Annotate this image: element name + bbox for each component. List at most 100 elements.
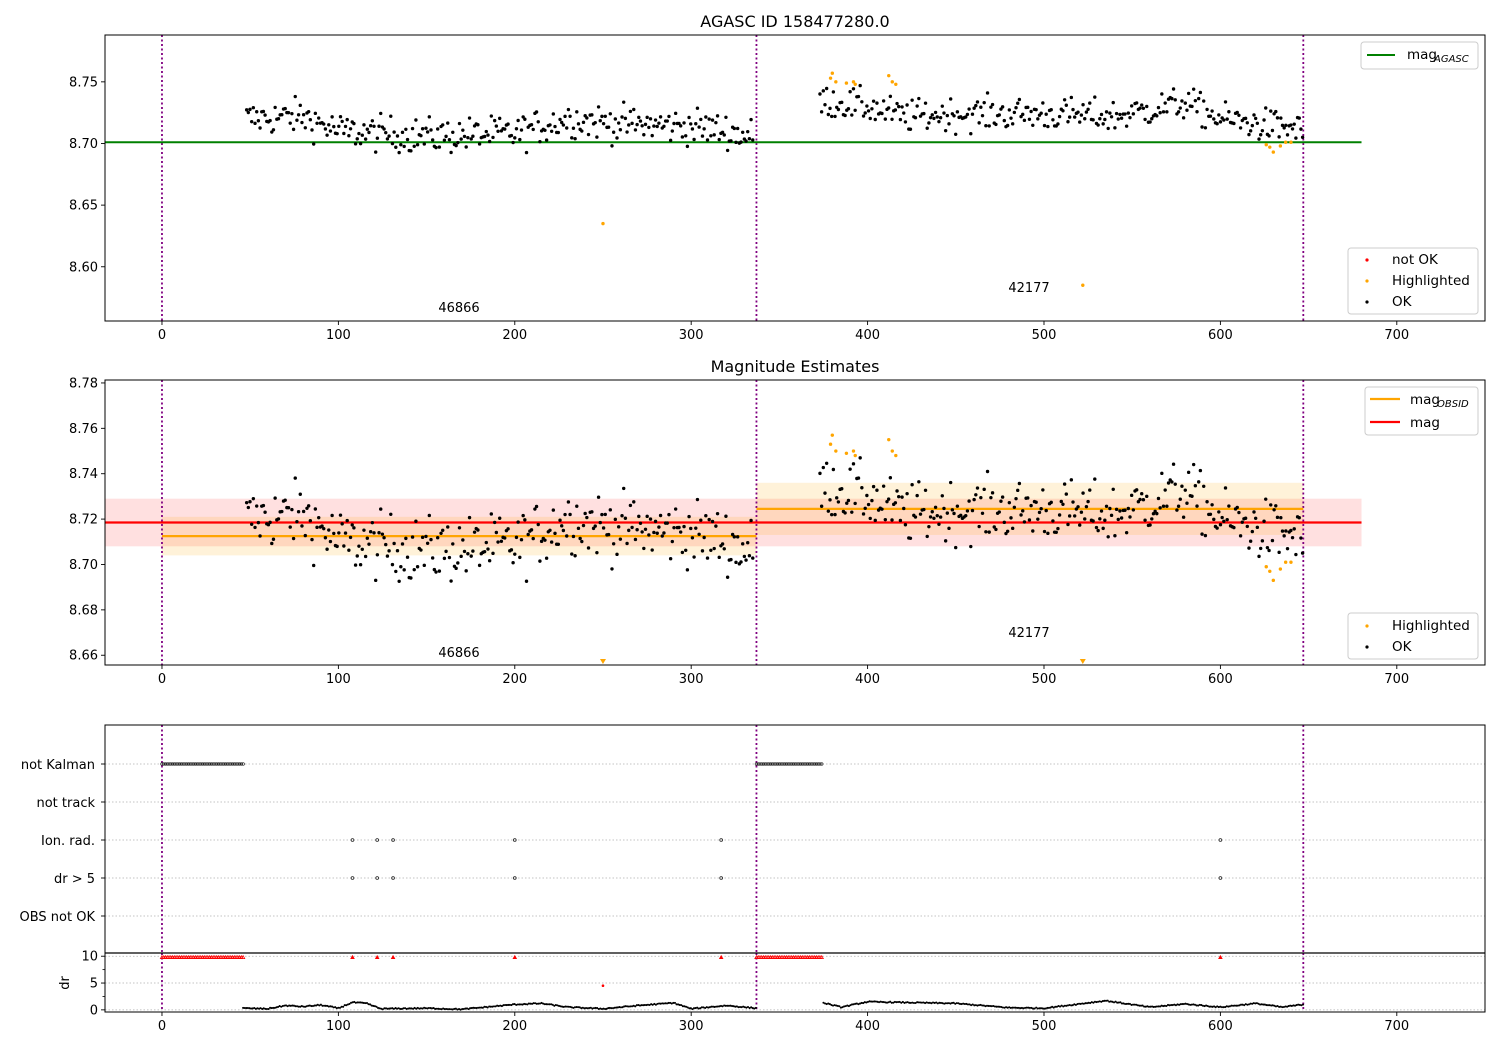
ok-point bbox=[580, 129, 584, 133]
ok-point bbox=[523, 117, 527, 121]
ok-point bbox=[1274, 504, 1278, 508]
ok-point bbox=[1039, 507, 1043, 511]
dr-point bbox=[369, 1003, 372, 1006]
ok-point bbox=[447, 555, 452, 560]
dr-point bbox=[919, 1001, 922, 1004]
ok-point bbox=[513, 136, 517, 140]
ok-point bbox=[601, 121, 606, 126]
dr-point bbox=[881, 1001, 884, 1004]
ok-point bbox=[1078, 523, 1082, 527]
ok-point bbox=[1062, 482, 1067, 486]
ok-point bbox=[1022, 118, 1027, 123]
ok-point bbox=[856, 476, 861, 480]
dr-point bbox=[1203, 1005, 1206, 1008]
ok-point bbox=[549, 129, 554, 134]
dr-point bbox=[1284, 1005, 1287, 1008]
ok-point bbox=[903, 120, 908, 124]
dr-point bbox=[1176, 1003, 1179, 1006]
ok-point bbox=[563, 512, 567, 517]
flag-point bbox=[174, 762, 178, 766]
dr-point bbox=[399, 1007, 402, 1011]
ok-point bbox=[910, 483, 914, 487]
dr-point bbox=[866, 1000, 869, 1003]
flag-point bbox=[200, 762, 205, 766]
dr-point bbox=[697, 1007, 700, 1010]
ok-point bbox=[494, 124, 499, 128]
ok-point bbox=[828, 106, 832, 111]
highlighted-point bbox=[1268, 569, 1272, 573]
ok-point bbox=[498, 116, 502, 121]
dr-point bbox=[936, 1002, 939, 1005]
ok-point bbox=[1227, 110, 1231, 114]
ok-point bbox=[509, 133, 514, 138]
dr-point bbox=[642, 1004, 645, 1007]
flag-point bbox=[216, 762, 221, 766]
dr-point bbox=[862, 1002, 865, 1005]
ok-point bbox=[1067, 514, 1072, 518]
dr-point bbox=[597, 1007, 600, 1011]
dr-point bbox=[900, 1001, 903, 1004]
flag-point bbox=[177, 762, 182, 766]
dr-point bbox=[966, 1003, 970, 1006]
dr-point bbox=[824, 1002, 827, 1005]
dr-point bbox=[296, 1005, 299, 1008]
ok-point bbox=[424, 126, 428, 130]
ok-point bbox=[1235, 110, 1239, 115]
dr-point bbox=[1254, 1002, 1257, 1005]
highlighted-point bbox=[1264, 143, 1268, 147]
ok-point bbox=[685, 144, 690, 149]
dr-point bbox=[302, 1005, 305, 1008]
dr-point bbox=[1071, 1004, 1074, 1007]
dr-point bbox=[1049, 1006, 1052, 1009]
ok-point bbox=[300, 120, 304, 125]
dr-point bbox=[965, 1002, 968, 1005]
dr-point bbox=[440, 1008, 443, 1011]
ok-point bbox=[484, 129, 488, 134]
ok-point bbox=[1059, 499, 1063, 504]
ok-point bbox=[1160, 92, 1164, 96]
ok-point bbox=[384, 542, 388, 547]
dr-clipped-point bbox=[718, 954, 724, 959]
dr-point bbox=[1035, 1006, 1038, 1009]
ok-point bbox=[722, 133, 726, 137]
dr-point bbox=[604, 1007, 607, 1011]
dr-point bbox=[1063, 1004, 1066, 1007]
dr-point bbox=[359, 1001, 362, 1004]
dr-point bbox=[702, 1006, 705, 1009]
dr-point bbox=[876, 1000, 879, 1003]
flag-point bbox=[375, 876, 379, 880]
ok-point bbox=[457, 121, 462, 126]
ok-point bbox=[856, 94, 861, 99]
ok-point bbox=[415, 565, 420, 569]
dr-point bbox=[489, 1005, 492, 1008]
flag-point bbox=[213, 762, 217, 766]
ok-point bbox=[643, 122, 648, 127]
dr-point bbox=[677, 1003, 680, 1006]
dr-point bbox=[1136, 1004, 1139, 1007]
ok-point bbox=[660, 534, 664, 538]
dr-point bbox=[1262, 1003, 1265, 1006]
flag-point bbox=[760, 762, 764, 766]
dr-point bbox=[1017, 1006, 1020, 1009]
dr-point bbox=[257, 1007, 261, 1010]
ok-point bbox=[549, 540, 554, 544]
legend-label-ok-mid: OK bbox=[1392, 639, 1413, 655]
ok-point bbox=[1022, 520, 1027, 524]
dr-point bbox=[375, 1005, 378, 1008]
ok-point bbox=[571, 534, 576, 539]
ok-point bbox=[389, 512, 393, 516]
dr-point bbox=[941, 1002, 944, 1005]
ok-point bbox=[658, 513, 663, 518]
dr-point bbox=[729, 1004, 732, 1007]
dr-point bbox=[1143, 1005, 1146, 1008]
ok-point bbox=[927, 524, 931, 529]
ok-point bbox=[261, 503, 266, 508]
dr-point bbox=[897, 1001, 900, 1004]
dr-point bbox=[704, 1006, 707, 1010]
ok-point bbox=[840, 487, 844, 491]
dr-point bbox=[927, 1001, 930, 1004]
ok-point bbox=[1290, 127, 1295, 131]
ok-point bbox=[1109, 513, 1114, 518]
dr-point bbox=[448, 1008, 451, 1011]
